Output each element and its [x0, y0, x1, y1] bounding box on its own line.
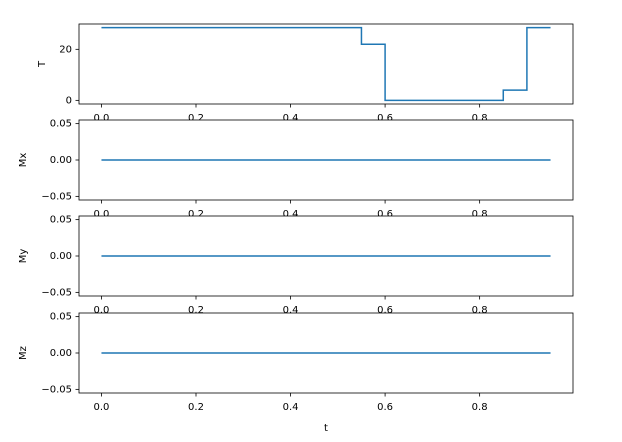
x-tick-label: 0.8	[472, 402, 488, 413]
y-tick-label: 0.00	[50, 155, 72, 166]
x-tick-label: 0.0	[94, 402, 110, 413]
x-tick-label: 0.0	[94, 113, 110, 124]
y-tick-label: 0.05	[50, 312, 72, 323]
axes-background	[79, 24, 573, 104]
x-tick-label: 0.0	[94, 305, 110, 316]
x-axis-label: t	[324, 423, 328, 434]
x-tick-label: 0.2	[188, 402, 204, 413]
axes-frame	[78, 23, 574, 105]
x-tick-label: 0.4	[283, 113, 299, 124]
x-tick-label: 0.0	[94, 209, 110, 220]
y-tick-label: 0.00	[50, 251, 72, 262]
x-tick-label: 0.4	[283, 209, 299, 220]
x-tick-label: 0.6	[377, 209, 393, 220]
x-tick-label: 0.8	[472, 305, 488, 316]
y-tick-label: 0.05	[50, 119, 72, 130]
y-tick-label: 0.00	[50, 348, 72, 359]
y-tick-label: 0	[66, 95, 72, 106]
y-tick-label: −0.05	[41, 384, 72, 395]
y-axis-label: Mx	[18, 153, 29, 168]
x-tick-label: 0.6	[377, 402, 393, 413]
x-tick-label: 0.6	[377, 305, 393, 316]
y-axis-label: My	[18, 249, 29, 264]
x-tick-label: 0.8	[472, 113, 488, 124]
y-axis-label: T	[37, 60, 48, 68]
y-axis-label: Mz	[18, 346, 29, 360]
y-tick-label: −0.05	[41, 191, 72, 202]
x-tick-label: 0.4	[283, 305, 299, 316]
y-tick-label: 20	[59, 44, 72, 55]
y-tick-label: −0.05	[41, 287, 72, 298]
x-tick-label: 0.2	[188, 113, 204, 124]
x-tick-label: 0.2	[188, 305, 204, 316]
data-line	[101, 26, 551, 102]
x-tick-label: 0.2	[188, 209, 204, 220]
x-tick-label: 0.6	[377, 113, 393, 124]
x-tick-label: 0.8	[472, 209, 488, 220]
x-tick-label: 0.4	[283, 402, 299, 413]
y-tick-label: 0.05	[50, 215, 72, 226]
